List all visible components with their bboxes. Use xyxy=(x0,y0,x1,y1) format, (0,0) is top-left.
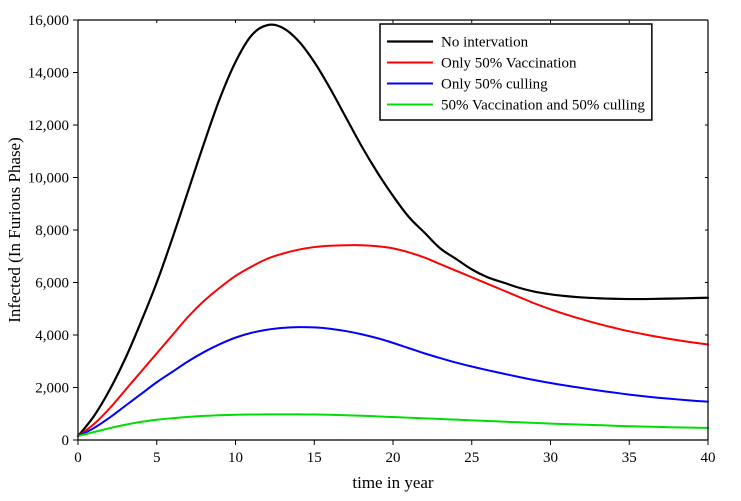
legend-label: 50% Vaccination and 50% culling xyxy=(441,98,645,114)
y-tick-label: 14,000 xyxy=(28,66,69,82)
legend-label: Only 50% Vaccination xyxy=(441,56,577,72)
x-tick-label: 20 xyxy=(386,450,401,466)
y-tick-label: 6,000 xyxy=(35,276,69,292)
x-tick-label: 15 xyxy=(307,450,322,466)
legend-label: No intervation xyxy=(441,35,529,51)
x-tick-label: 35 xyxy=(622,450,637,466)
y-tick-label: 8,000 xyxy=(35,223,69,239)
x-tick-label: 5 xyxy=(153,450,161,466)
chart-container: 0 5 10 15 20 25 30 35 40 0 2,000 4,000 6,000 8,000 10,… xyxy=(0,0,741,501)
legend-label: Only 50% culling xyxy=(441,77,548,93)
y-tick-label: 10,000 xyxy=(28,171,69,187)
x-tick-label: 0 xyxy=(74,450,82,466)
x-tick-label: 25 xyxy=(464,450,479,466)
y-tick-label: 16,000 xyxy=(28,13,69,29)
y-tick-label: 12,000 xyxy=(28,118,69,134)
y-axis-label: Infected (In Furious Phase) xyxy=(5,137,24,323)
x-tick-label: 10 xyxy=(228,450,243,466)
legend: No intervation Only 50% Vaccination Only 5… xyxy=(380,24,652,120)
y-tick-label: 2,000 xyxy=(35,381,69,397)
y-tick-label: 4,000 xyxy=(35,328,69,344)
x-axis-label: time in year xyxy=(352,473,434,492)
y-tick-label: 0 xyxy=(62,433,70,449)
x-tick-label: 30 xyxy=(543,450,558,466)
x-tick-label: 40 xyxy=(701,450,716,466)
line-chart: 0 5 10 15 20 25 30 35 40 0 2,000 4,000 6,000 8,000 10,… xyxy=(0,0,741,501)
